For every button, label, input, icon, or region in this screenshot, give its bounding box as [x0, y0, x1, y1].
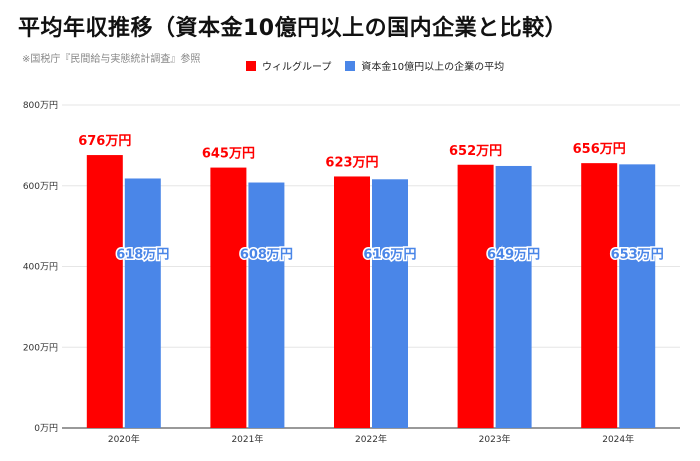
bar-series2 — [372, 179, 408, 428]
x-tick-label: 2024年 — [602, 433, 634, 445]
x-tick-label: 2023年 — [479, 433, 511, 445]
bar-series1 — [334, 176, 370, 428]
data-label-series2: 608万円 — [240, 247, 293, 262]
chart-title: 平均年収推移（資本金10億円以上の国内企業と比較） — [18, 16, 568, 41]
bar-series1 — [457, 164, 494, 428]
x-tick-label: 2020年 — [108, 433, 140, 445]
legend-swatch-series1 — [246, 60, 256, 71]
x-tick-label: 2022年 — [355, 433, 387, 445]
data-label-series1: 645万円 — [202, 147, 255, 162]
bar-series1 — [210, 167, 247, 429]
bar-series2 — [619, 164, 656, 428]
legend: ウィルグループ 資本金10億円以上の企業の平均 — [246, 58, 504, 73]
legend-item-series2: 資本金10億円以上の企業の平均 — [345, 58, 504, 73]
bar-series2 — [248, 182, 285, 428]
data-label-series2: 649万円 — [487, 247, 540, 262]
y-tick-label: 200万円 — [23, 342, 58, 353]
data-label-series1: 656万円 — [573, 142, 626, 157]
legend-label-series1: ウィルグループ — [262, 62, 332, 73]
data-label-series2: 616万円 — [363, 247, 416, 262]
legend-item-series1: ウィルグループ — [246, 58, 331, 73]
data-label-series1: 652万円 — [449, 144, 502, 159]
data-label-series2: 618万円 — [116, 247, 169, 262]
x-tick-label: 2021年 — [231, 433, 263, 445]
data-label-series1: 676万円 — [78, 134, 131, 149]
data-label-series1: 623万円 — [325, 155, 378, 170]
data-label-series2: 653万円 — [611, 247, 664, 262]
legend-label-series2: 資本金10億円以上の企業の平均 — [361, 62, 505, 73]
y-tick-label: 600万円 — [23, 181, 58, 192]
y-tick-label: 0万円 — [34, 423, 58, 434]
bar-series2 — [124, 178, 161, 428]
legend-swatch-series2 — [345, 60, 356, 71]
bar-series1 — [86, 155, 123, 428]
bar-series2 — [495, 165, 532, 428]
bar-series1 — [581, 163, 618, 428]
y-tick-label: 800万円 — [23, 100, 58, 111]
y-tick-label: 400万円 — [23, 262, 58, 273]
source-note: ※国税庁『民間給与実態統計調査』参照 — [22, 54, 201, 65]
